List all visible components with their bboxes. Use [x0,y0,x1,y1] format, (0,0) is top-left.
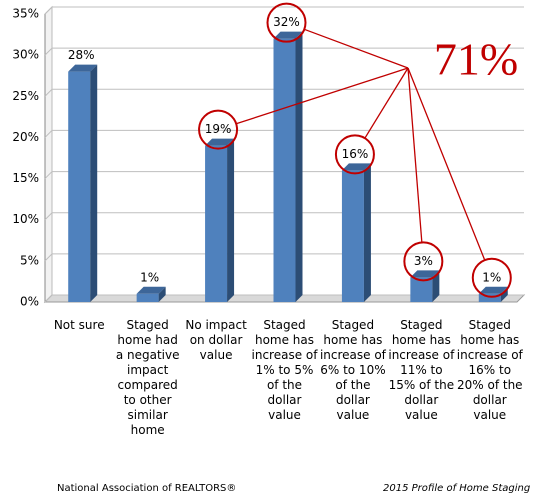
bar-face [410,277,433,302]
bar-face [90,64,98,302]
bar-face [432,270,440,302]
y-tick-label: 30% [12,48,39,62]
value-label: 1% [482,270,501,284]
x-tick-label: Staged home had a negative impact compar… [115,318,180,437]
bar-face [68,71,91,302]
bar-face [341,163,371,171]
bar [410,270,440,302]
bar-face [136,286,166,294]
x-tick-label: Staged home has increase of 1% to 5% of … [251,318,318,422]
note: 2015 Profile of Home Staging [383,483,531,494]
bar [341,163,371,302]
callout-line [407,67,486,261]
highlight-circle [334,134,375,175]
bar-face [363,163,371,302]
bar-face [273,31,303,39]
x-tick-label: Staged home has increase of 16% to 20% o… [456,318,523,422]
highlight-circle [198,109,239,150]
callout-line [407,67,423,243]
bar [205,138,235,302]
bar-face [205,138,235,146]
x-tick-label: Not sure [53,318,105,332]
y-tick-label: 15% [12,171,39,185]
highlight-circle [266,2,307,43]
bar [273,31,303,302]
source: National Association of REALTORS® [57,483,237,494]
callout-line [235,67,409,125]
bar-face [136,293,159,302]
grid-line [44,88,524,97]
highlight-circle [403,241,444,282]
bar-face [68,64,98,72]
value-label: 28% [68,48,95,62]
x-tick-label: Staged home has increase of 11% to 15% o… [388,318,455,422]
y-tick-label: 20% [12,130,39,144]
bar-face [410,270,440,278]
bar-face [341,170,364,302]
x-tick-label: No impact on dollar value [185,318,247,362]
bar-face [273,38,296,302]
y-tick-label: 25% [12,89,39,103]
x-tick-label: Staged home has increase of 6% to 10% of… [319,318,386,422]
y-tick-label: 35% [12,7,39,21]
y-tick-label: 10% [12,212,39,226]
grid-line [44,129,524,138]
grid-line [44,6,524,15]
value-label: 3% [414,254,433,268]
bar-face [295,31,303,302]
y-tick-label: 0% [20,295,39,309]
annotation: 71% [434,34,518,85]
grid-line [44,47,524,56]
bar-face [478,286,508,294]
bar-face [205,145,228,302]
callout-line [304,28,409,69]
value-label: 16% [342,147,369,161]
bar [136,286,166,302]
bar [68,64,98,302]
callout-line [364,67,409,139]
value-label: 19% [205,122,232,136]
highlight-circle [471,257,512,298]
y-tick-label: 5% [20,253,39,267]
value-label: 1% [140,270,159,284]
value-label: 32% [273,15,300,29]
bar-face [227,138,235,302]
bar-face [158,286,166,302]
